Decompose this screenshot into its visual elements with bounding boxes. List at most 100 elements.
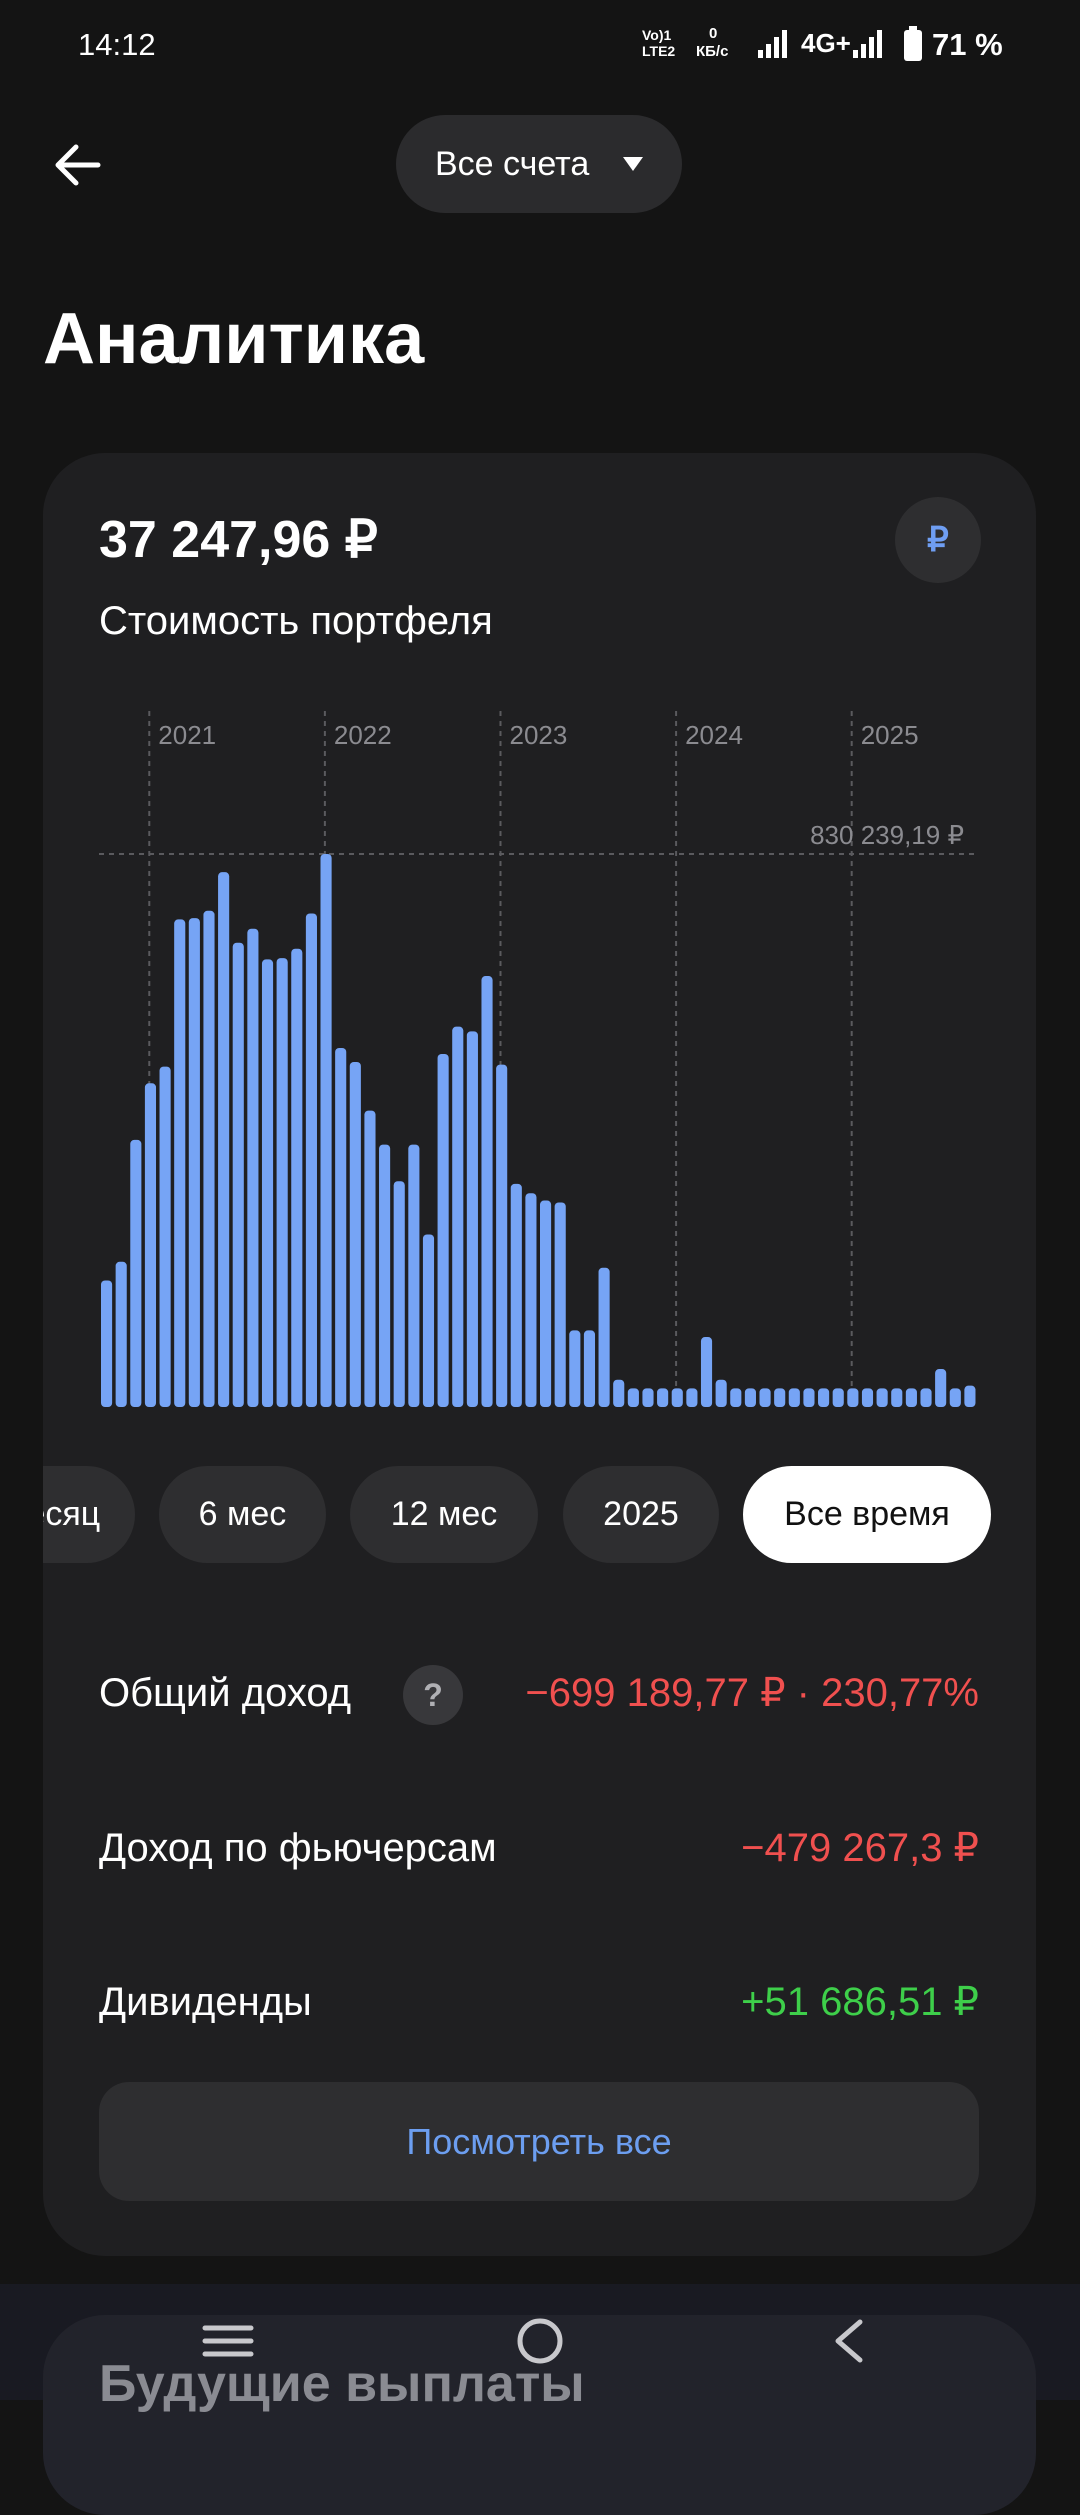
bar [774,1388,786,1407]
portfolio-value: 37 247,96 ₽ [99,511,378,569]
bar [525,1193,537,1407]
nav-back[interactable] [835,2319,863,2363]
bar [642,1388,654,1407]
year-label: 2023 [509,720,567,750]
bar [949,1388,961,1407]
bar [803,1388,815,1407]
help-button[interactable]: ? [403,1665,463,1725]
bar [159,1066,171,1407]
bar [364,1110,376,1407]
bar [452,1026,464,1407]
bar [657,1388,669,1407]
period-tab[interactable]: 12 мес [350,1466,538,1563]
nav-home[interactable] [517,2318,563,2364]
bar [700,1337,713,1407]
bar [715,1379,727,1407]
period-tab[interactable]: Все время [743,1466,991,1563]
stat-value: +51 686,51 ₽ [741,1980,979,2024]
bar [496,1064,508,1407]
chart: 2021 2022 2023 2024 2025 830 239,19 ₽ [99,711,979,1407]
show-all-button[interactable]: Посмотреть все [99,2082,979,2201]
bar [569,1330,581,1407]
bar [744,1388,756,1407]
bar [847,1388,859,1407]
bar [276,958,288,1407]
bar [437,1053,449,1407]
back-button[interactable] [52,140,102,190]
bar [203,910,215,1407]
dropdown-arrow [623,157,643,171]
status-network: 4G+ [801,28,851,58]
bar [174,919,186,1407]
bar [335,1047,347,1407]
bar [101,1280,113,1407]
status-battery: 71 % [932,27,1003,62]
bar [379,1144,391,1407]
page-title: Аналитика [43,299,425,379]
bar [876,1388,888,1407]
bar [686,1388,698,1407]
bar [861,1388,874,1407]
signal-icon [758,30,787,58]
bar [261,959,274,1407]
stat-value: −479 267,3 ₽ [741,1826,979,1870]
bar [920,1388,932,1407]
bar [408,1144,420,1407]
bar [349,1061,361,1407]
bar [730,1388,742,1407]
currency-button[interactable]: ₽ [895,497,981,583]
stat-label: Доход по фьючерсам [99,1826,497,1870]
battery-icon [904,26,922,61]
bar [247,928,259,1407]
status-speed: 0 [709,25,718,42]
period-tab[interactable]: 2025 [563,1466,719,1563]
period-tab[interactable]: 6 мес [159,1466,326,1563]
bar [115,1261,127,1407]
account-selector-label: Все счета [435,145,590,183]
max-label: 830 239,19 ₽ [810,820,964,850]
stat-label: Дивиденды [99,1980,312,2024]
bar [627,1388,639,1407]
bar [218,872,230,1407]
bar [832,1388,844,1407]
bar [818,1388,830,1407]
bar [510,1183,522,1407]
bar [891,1388,903,1407]
bar [232,942,244,1407]
bar [583,1330,596,1407]
bar [130,1139,142,1407]
account-selector[interactable]: Все счета [396,115,682,213]
signal-icon-2 [853,30,882,58]
navigation-bar [202,2318,863,2364]
bar [935,1369,947,1407]
bar [671,1388,683,1407]
bar [305,913,317,1407]
status-speed-unit: КБ/с [696,43,729,60]
bar [905,1388,917,1407]
period-tab[interactable]: Месяц [43,1466,135,1563]
year-label: 2025 [861,720,919,750]
year-label: 2024 [685,720,743,750]
bar [554,1202,566,1407]
status-volte: Vo)1 [642,27,672,43]
bar [393,1181,405,1407]
bar [788,1388,800,1407]
bar [540,1200,552,1407]
bar [964,1385,976,1407]
year-label: 2022 [334,720,392,750]
status-time: 14:12 [78,27,156,62]
bar [759,1388,771,1407]
year-label: 2021 [158,720,216,750]
bar [613,1379,625,1407]
stat-label: Общий доход [99,1671,352,1715]
bar [144,1083,157,1407]
bar [320,854,332,1407]
bar [188,918,200,1407]
bar [291,948,303,1407]
stat-value: −699 189,77 ₽ · 230,77% [525,1671,979,1715]
nav-menu[interactable] [202,2325,254,2357]
bar [481,976,493,1407]
status-lte: LTE2 [642,43,676,59]
bar [422,1234,435,1407]
